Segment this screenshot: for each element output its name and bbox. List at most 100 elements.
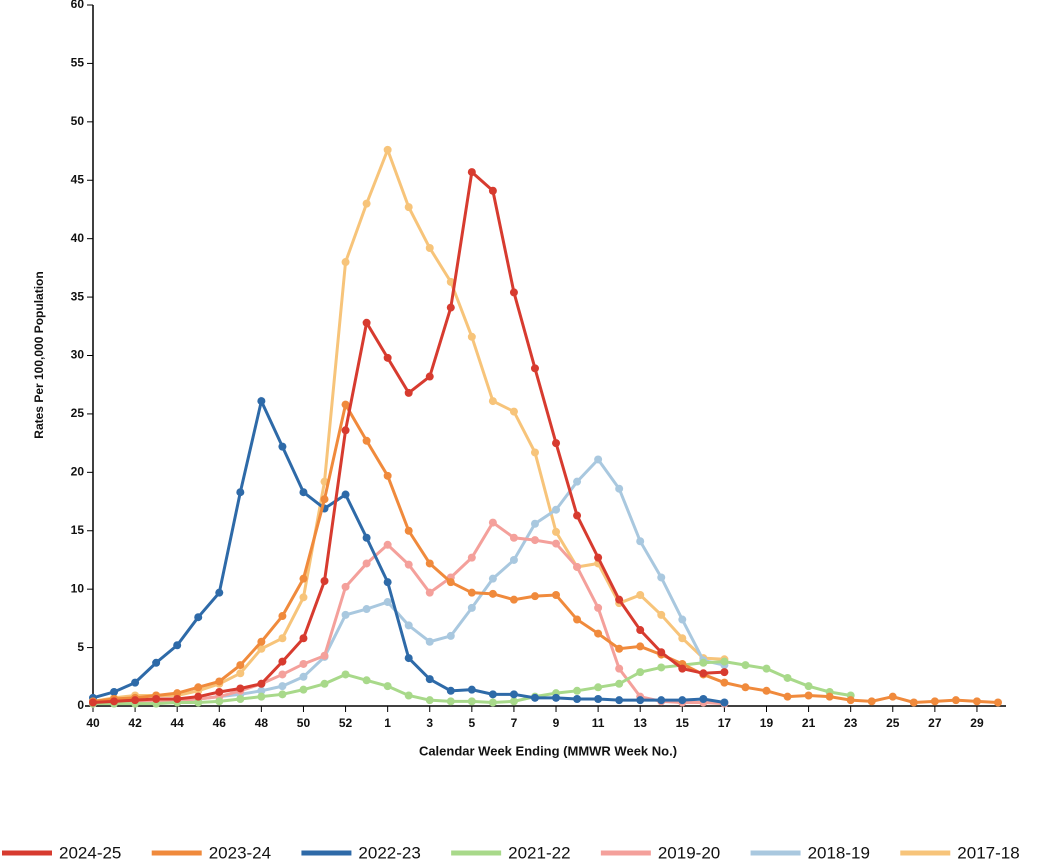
data-point [299,593,308,602]
data-point [404,388,413,397]
data-point [425,675,434,684]
data-point [446,697,455,706]
data-point [699,669,708,678]
data-point [425,588,434,597]
y-tick-label: 55 [71,56,85,70]
x-tick-label: 40 [86,716,100,730]
data-point [341,258,350,267]
data-point [888,692,897,701]
data-point [573,477,582,486]
data-point [383,578,392,587]
data-point [320,495,329,504]
data-point [678,615,687,624]
data-point [825,692,834,701]
x-tick-label: 11 [592,716,605,730]
data-point [530,592,539,601]
x-tick-label: 23 [844,716,858,730]
data-point [720,678,729,687]
data-point [720,657,729,666]
data-point [594,683,603,692]
data-point [110,697,119,706]
data-point [257,644,266,653]
x-tick-label: 29 [970,716,984,730]
data-point [131,696,140,705]
data-point [173,694,182,703]
data-point [594,455,603,464]
data-point [383,353,392,362]
x-axis-label: Calendar Week Ending (MMWR Week No.) [419,743,677,758]
data-point [446,578,455,587]
data-point [657,696,666,705]
data-point [573,511,582,520]
x-tick-label: 5 [468,716,475,730]
data-point [383,682,392,691]
data-point [404,621,413,630]
data-point [383,145,392,154]
y-tick-label: 30 [71,348,85,362]
data-point [804,682,813,691]
data-point [236,661,245,670]
data-point [425,696,434,705]
data-point [278,634,287,643]
data-point [678,696,687,705]
data-point [636,537,645,546]
data-point [783,673,792,682]
data-point [341,400,350,409]
y-tick-label: 0 [77,698,84,712]
x-tick-label: 13 [634,716,648,730]
data-point [299,685,308,694]
data-point [636,642,645,651]
x-tick-label: 46 [213,716,227,730]
x-tick-label: 3 [426,716,433,730]
data-point [467,685,476,694]
data-point [467,553,476,562]
data-point [615,679,624,688]
data-point [594,603,603,612]
data-point [299,634,308,643]
data-point [425,637,434,646]
data-point [467,603,476,612]
data-point [362,605,371,614]
y-tick-label: 20 [71,465,85,479]
data-point [678,634,687,643]
legend-text: 2022-23 [358,843,420,862]
data-point [488,589,497,598]
data-point [257,686,266,695]
data-point [762,664,771,673]
data-point [509,697,518,706]
data-point [594,629,603,638]
data-point [509,533,518,542]
data-point [552,539,561,548]
data-point [404,203,413,212]
data-point [552,591,561,600]
x-tick-label: 44 [171,716,185,730]
data-point [699,694,708,703]
data-point [657,648,666,657]
data-point [152,658,161,667]
data-point [657,663,666,672]
data-point [636,626,645,635]
x-tick-label: 42 [128,716,142,730]
data-point [720,668,729,677]
data-point [404,654,413,663]
data-point [509,288,518,297]
data-point [278,657,287,666]
x-tick-label: 27 [928,716,942,730]
data-point [636,696,645,705]
data-point [488,690,497,699]
data-point [404,560,413,569]
data-point [509,690,518,699]
x-tick-label: 1 [384,716,391,730]
data-point [657,610,666,619]
data-point [552,527,561,536]
data-point [446,631,455,640]
data-point [720,698,729,707]
data-point [762,686,771,695]
data-point [215,588,224,597]
data-point [131,678,140,687]
data-point [320,679,329,688]
data-point [173,641,182,650]
data-point [994,698,1002,707]
data-point [257,692,266,701]
